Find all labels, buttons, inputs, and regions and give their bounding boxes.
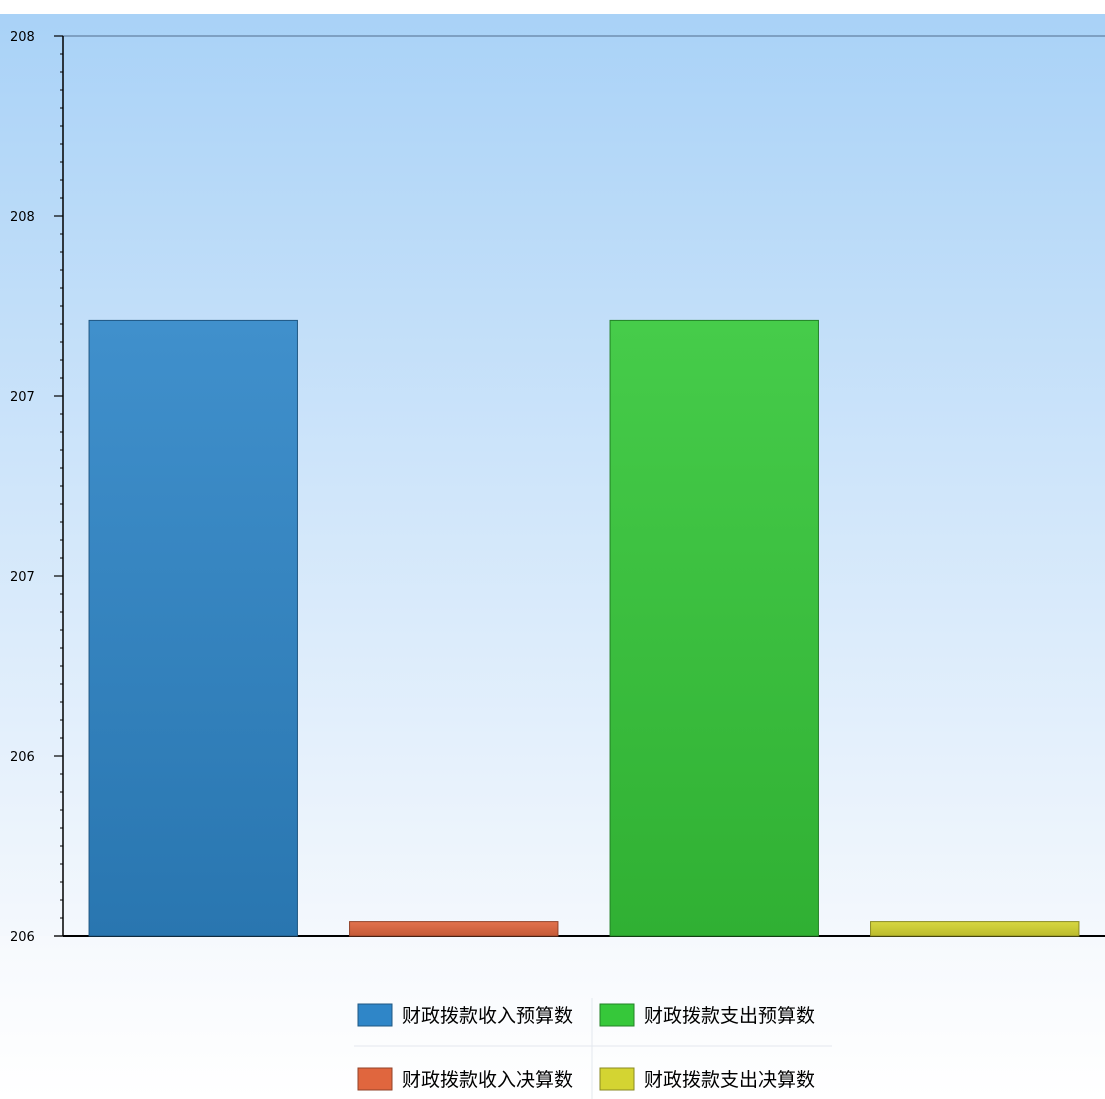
bar-1 (88, 319, 298, 937)
y-tick-label: 208 (10, 210, 35, 225)
bar-2 (349, 921, 559, 937)
legend-swatch (599, 1003, 635, 1027)
y-tick-label: 208 (10, 30, 35, 45)
y-tick-label: 207 (10, 390, 35, 405)
y-tick-label: 206 (10, 750, 35, 765)
legend-entry: 财政拨款收入决算数 (357, 1067, 573, 1091)
legend-label: 财政拨款收入预算数 (402, 1005, 573, 1027)
legend-entry: 财政拨款收入预算数 (357, 1003, 573, 1027)
legend-swatch (357, 1067, 393, 1091)
legend-label: 财政拨款支出预算数 (644, 1005, 815, 1027)
bars (88, 319, 1080, 937)
y-tick-label: 206 (10, 930, 35, 945)
legend-swatch (357, 1003, 393, 1027)
legend-entry: 财政拨款支出预算数 (599, 1003, 815, 1027)
legend-swatch (599, 1067, 635, 1091)
bar-4 (870, 921, 1080, 937)
bar-3 (609, 319, 819, 937)
legend-label: 财政拨款支出决算数 (644, 1069, 815, 1091)
y-tick-label: 207 (10, 570, 35, 585)
legend-background (0, 936, 1105, 1099)
legend-label: 财政拨款收入决算数 (402, 1069, 573, 1091)
legend-entry: 财政拨款支出决算数 (599, 1067, 815, 1091)
